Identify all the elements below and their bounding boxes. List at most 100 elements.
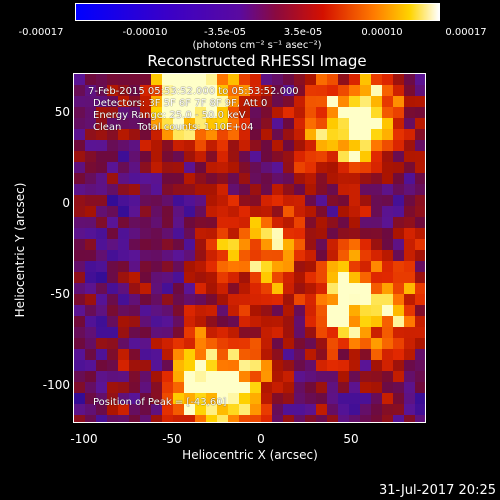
heatmap-cell bbox=[360, 371, 372, 383]
heatmap-cell bbox=[382, 261, 394, 273]
heatmap-cell bbox=[140, 382, 152, 394]
heatmap-cell bbox=[162, 305, 174, 317]
heatmap-cell bbox=[393, 261, 405, 273]
heatmap-cell bbox=[393, 327, 405, 339]
heatmap-cell bbox=[250, 74, 262, 86]
heatmap-cell bbox=[283, 261, 295, 273]
heatmap-cell bbox=[415, 228, 425, 240]
heatmap-cell bbox=[129, 360, 141, 372]
heatmap-cell bbox=[162, 393, 174, 405]
heatmap-cell bbox=[316, 371, 328, 383]
heatmap-cell bbox=[140, 272, 152, 284]
heatmap-cell bbox=[118, 415, 130, 422]
heatmap-cell bbox=[360, 140, 372, 152]
heatmap-cell bbox=[360, 250, 372, 262]
heatmap-cell bbox=[283, 184, 295, 196]
heatmap-cell bbox=[283, 195, 295, 207]
heatmap-cell bbox=[206, 349, 218, 361]
heatmap-cell bbox=[239, 184, 251, 196]
colorbar-tick-label: 0.00010 bbox=[361, 27, 403, 38]
heatmap-cell bbox=[349, 118, 361, 130]
heatmap-cell bbox=[140, 393, 152, 405]
heatmap-cell bbox=[228, 107, 240, 119]
heatmap-cell bbox=[184, 250, 196, 262]
heatmap-cell bbox=[305, 140, 317, 152]
heatmap-cell bbox=[250, 261, 262, 273]
heatmap-cell bbox=[283, 305, 295, 317]
heatmap-cell bbox=[151, 360, 163, 372]
heatmap-cell bbox=[195, 382, 207, 394]
heatmap-cell bbox=[140, 184, 152, 196]
heatmap-cell bbox=[327, 96, 339, 108]
heatmap-cell bbox=[74, 382, 86, 394]
heatmap-cell bbox=[217, 129, 229, 141]
heatmap-cell bbox=[327, 250, 339, 262]
heatmap-cell bbox=[239, 272, 251, 284]
heatmap-cell bbox=[316, 140, 328, 152]
heatmap-cell bbox=[415, 338, 425, 350]
heatmap-cell bbox=[118, 74, 130, 86]
heatmap-cell bbox=[338, 327, 350, 339]
heatmap-cell bbox=[206, 162, 218, 174]
heatmap-cell bbox=[206, 261, 218, 273]
heatmap-cell bbox=[294, 404, 306, 416]
heatmap-cell bbox=[404, 140, 416, 152]
heatmap-cell bbox=[360, 382, 372, 394]
heatmap-cell bbox=[74, 107, 86, 119]
heatmap-cell bbox=[162, 261, 174, 273]
heatmap-cell bbox=[129, 294, 141, 306]
heatmap-cell bbox=[316, 250, 328, 262]
heatmap-cell bbox=[173, 129, 185, 141]
heatmap-cell bbox=[404, 316, 416, 328]
heatmap-cell bbox=[349, 250, 361, 262]
heatmap-cell bbox=[129, 96, 141, 108]
heatmap-cell bbox=[327, 415, 339, 422]
heatmap-cell bbox=[415, 371, 425, 383]
heatmap-cell bbox=[305, 250, 317, 262]
heatmap-cell bbox=[250, 360, 262, 372]
heatmap-cell bbox=[217, 118, 229, 130]
heatmap-cell bbox=[228, 118, 240, 130]
heatmap-cell bbox=[349, 371, 361, 383]
heatmap-cell bbox=[195, 338, 207, 350]
heatmap-cell bbox=[393, 371, 405, 383]
heatmap-cell bbox=[294, 206, 306, 218]
heatmap-cell bbox=[250, 96, 262, 108]
heatmap-cell bbox=[272, 327, 284, 339]
heatmap-cell bbox=[338, 107, 350, 119]
heatmap-cell bbox=[360, 305, 372, 317]
heatmap-cell bbox=[327, 217, 339, 229]
heatmap-cell bbox=[118, 195, 130, 207]
heatmap-cell bbox=[173, 85, 185, 97]
heatmap-cell bbox=[393, 140, 405, 152]
heatmap-cell bbox=[228, 206, 240, 218]
heatmap-cell bbox=[74, 162, 86, 174]
heatmap-cell bbox=[162, 228, 174, 240]
heatmap-cell bbox=[107, 184, 119, 196]
heatmap-cell bbox=[404, 151, 416, 163]
heatmap-cell bbox=[184, 151, 196, 163]
heatmap-cell bbox=[415, 316, 425, 328]
heatmap-cell bbox=[74, 393, 86, 405]
heatmap-cell bbox=[371, 371, 383, 383]
heatmap-cell bbox=[85, 129, 97, 141]
heatmap-cell bbox=[272, 184, 284, 196]
heatmap-cell bbox=[371, 316, 383, 328]
heatmap-cell bbox=[217, 96, 229, 108]
heatmap-cell bbox=[140, 228, 152, 240]
heatmap-cell bbox=[228, 272, 240, 284]
heatmap-cell bbox=[371, 261, 383, 273]
colorbar-tick-label: -3.5e-05 bbox=[204, 27, 246, 38]
heatmap-cell bbox=[294, 217, 306, 229]
heatmap-cell bbox=[173, 151, 185, 163]
heatmap-cell bbox=[393, 250, 405, 262]
heatmap-cell bbox=[107, 338, 119, 350]
heatmap-cell bbox=[393, 393, 405, 405]
heatmap-cell bbox=[360, 118, 372, 130]
heatmap-cell bbox=[129, 195, 141, 207]
heatmap-cell bbox=[382, 415, 394, 422]
heatmap-cell bbox=[85, 250, 97, 262]
heatmap-cell bbox=[195, 206, 207, 218]
heatmap-cell bbox=[96, 184, 108, 196]
heatmap-cell bbox=[250, 239, 262, 251]
